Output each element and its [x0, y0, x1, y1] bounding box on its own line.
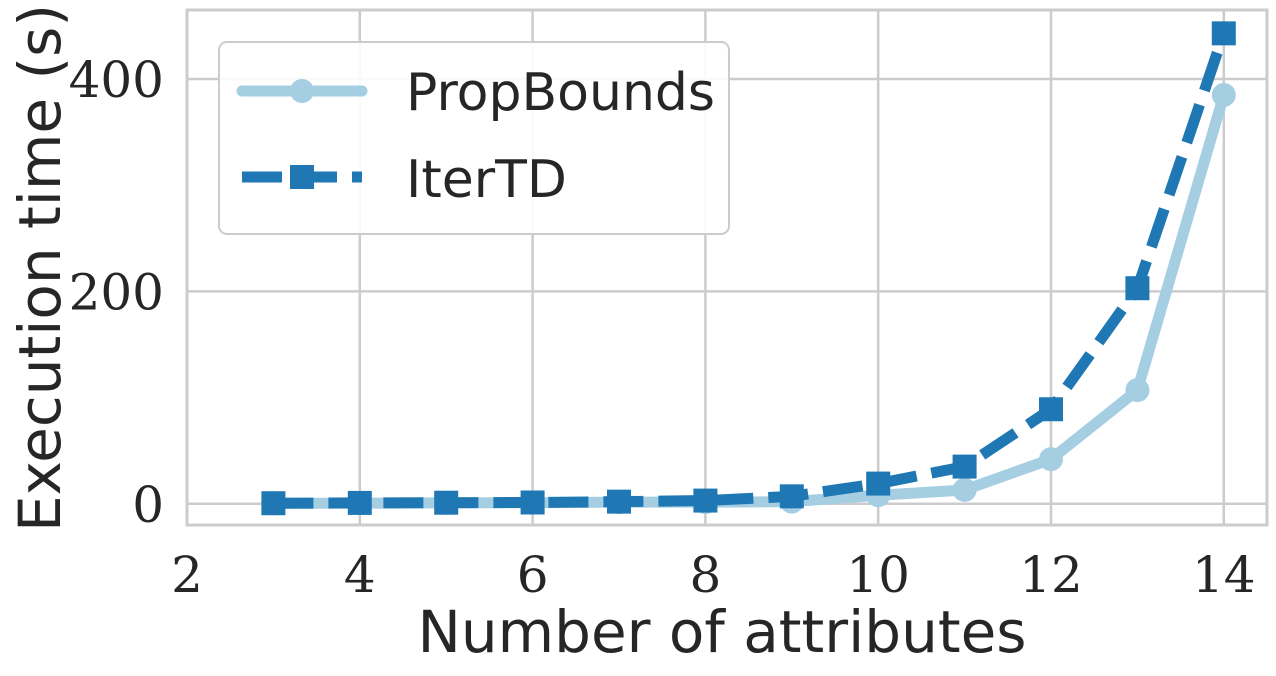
y-tick-labels: 0 200 400: [69, 51, 164, 534]
data-point-itertd: [261, 491, 286, 516]
data-point-itertd: [607, 489, 631, 514]
legend-marker-itertd: [290, 165, 314, 189]
x-tick-labels: 2 4 6 8 10 12 14: [171, 546, 1256, 604]
x-tick-label: 14: [1192, 546, 1256, 604]
y-tick-label: 200: [69, 263, 164, 321]
series-layer: [261, 21, 1236, 516]
data-point-itertd: [1125, 276, 1150, 301]
x-tick-label: 8: [689, 546, 721, 604]
data-point-itertd: [952, 454, 977, 479]
legend-label-itertd: IterTD: [406, 150, 567, 210]
legend-entry-itertd: IterTD: [242, 150, 567, 210]
data-point-propbounds: [1211, 82, 1236, 107]
x-tick-label: 10: [846, 546, 910, 604]
data-point-itertd: [434, 490, 459, 515]
data-point-itertd: [520, 490, 545, 515]
series-itertd: [261, 21, 1236, 516]
x-tick-label: 2: [171, 546, 203, 604]
legend-marker-propbounds: [290, 79, 314, 103]
data-point-itertd: [693, 488, 718, 513]
data-point-propbounds: [1039, 447, 1063, 472]
y-tick-label: 0: [132, 476, 164, 534]
x-tick-label: 12: [1019, 546, 1083, 604]
plot-border: [185, 8, 1269, 527]
x-tick-label: 4: [344, 546, 376, 604]
data-point-itertd: [1211, 21, 1236, 46]
data-point-itertd: [779, 484, 804, 509]
series-line-itertd: [273, 31, 1230, 509]
data-point-itertd: [866, 471, 891, 496]
legend-entry-propbounds: PropBounds: [236, 63, 715, 123]
x-axis-title: Number of attributes: [418, 598, 1027, 666]
data-point-itertd: [1039, 397, 1063, 422]
legend: PropBounds IterTD: [218, 41, 730, 235]
data-point-propbounds: [1125, 378, 1150, 403]
x-tick-label: 6: [517, 546, 549, 604]
y-axis-title: Execution time (s): [6, 4, 74, 532]
data-point-itertd: [347, 490, 372, 515]
data-point-propbounds: [952, 477, 977, 502]
plot-frame: [185, 8, 1269, 527]
y-tick-label: 400: [69, 51, 164, 109]
legend-label-propbounds: PropBounds: [406, 63, 715, 123]
